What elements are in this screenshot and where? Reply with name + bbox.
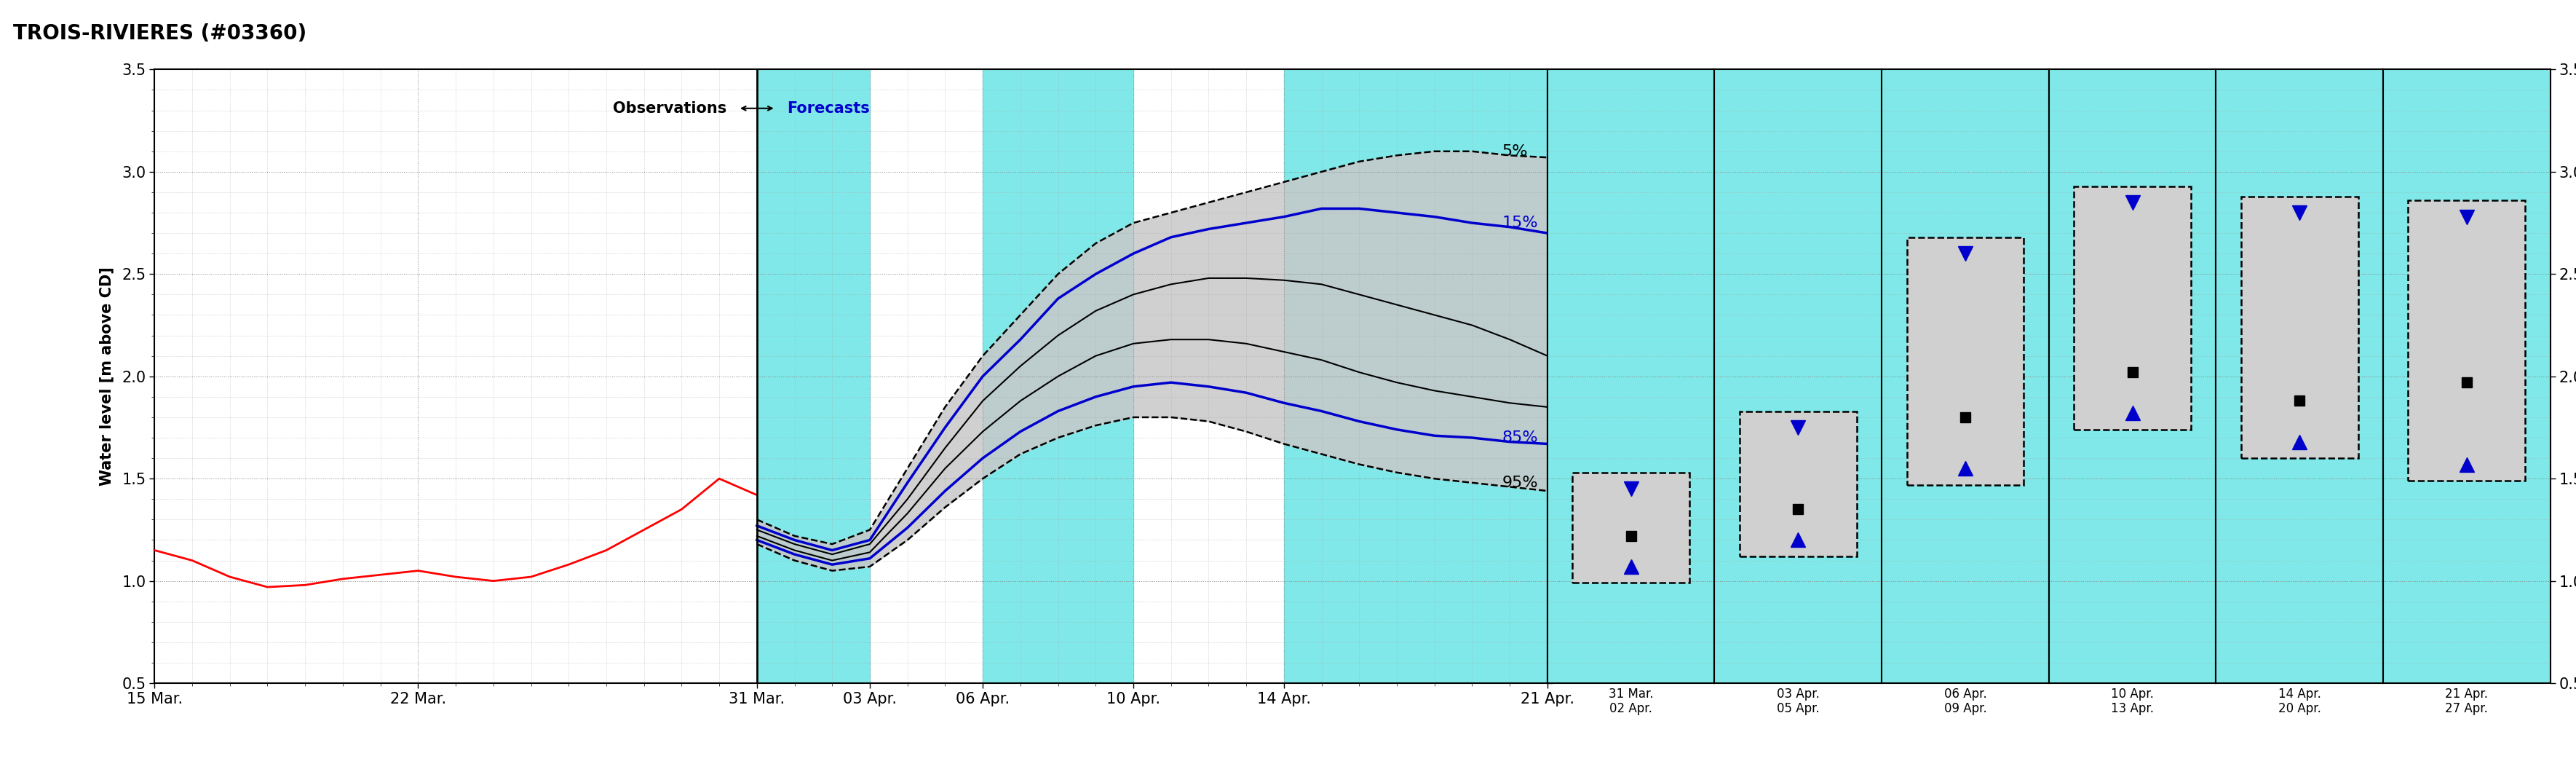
Text: 15%: 15% — [1502, 215, 1538, 230]
Bar — [757, 69, 871, 683]
Bar — [2409, 201, 2524, 481]
Bar — [981, 69, 1133, 683]
Y-axis label: Water level [m above CD]: Water level [m above CD] — [100, 267, 113, 486]
Text: 85%: 85% — [1502, 431, 1538, 445]
X-axis label: 06 Apr.
09 Apr.: 06 Apr. 09 Apr. — [1945, 687, 1986, 716]
X-axis label: 14 Apr.
20 Apr.: 14 Apr. 20 Apr. — [2277, 687, 2321, 716]
Text: Forecasts: Forecasts — [788, 101, 871, 116]
X-axis label: 21 Apr.
27 Apr.: 21 Apr. 27 Apr. — [2445, 687, 2488, 716]
Bar — [1283, 69, 1548, 683]
Bar — [2241, 196, 2357, 459]
X-axis label: 03 Apr.
05 Apr.: 03 Apr. 05 Apr. — [1777, 687, 1819, 716]
Bar — [2074, 186, 2190, 429]
X-axis label: 10 Apr.
13 Apr.: 10 Apr. 13 Apr. — [2110, 687, 2154, 716]
Bar — [1739, 411, 1857, 557]
X-axis label: 31 Mar.
02 Apr.: 31 Mar. 02 Apr. — [1607, 687, 1654, 716]
Bar — [1906, 237, 2025, 485]
Text: 5%: 5% — [1502, 144, 1528, 158]
Text: TROIS-RIVIERES (#03360): TROIS-RIVIERES (#03360) — [13, 23, 307, 43]
Bar — [1571, 472, 1690, 583]
Text: Observations: Observations — [613, 101, 726, 116]
Text: 95%: 95% — [1502, 476, 1538, 490]
